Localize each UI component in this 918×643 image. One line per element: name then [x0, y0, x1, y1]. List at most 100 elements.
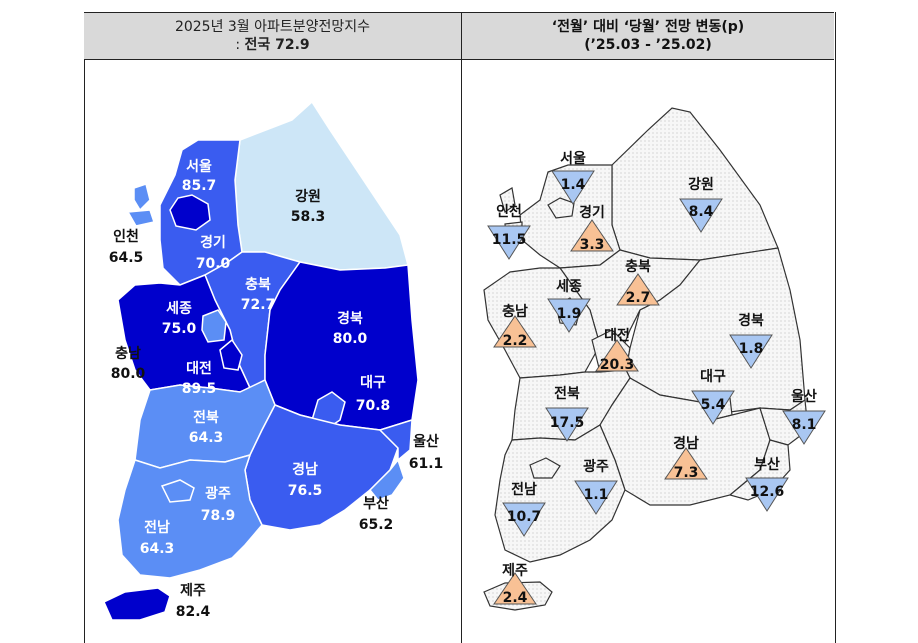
- region-ulsan: [378, 418, 413, 462]
- right-label-value-jeonbuk: 17.5: [550, 415, 585, 431]
- change-down-triangle-busan: [745, 477, 789, 512]
- right-label-name-busan: 부산: [754, 456, 780, 473]
- left-label-name-chungbuk: 충북: [245, 277, 271, 293]
- left-label-name-gyeongnam: 경남: [292, 461, 318, 478]
- change-down-triangle-daegu: [691, 390, 735, 425]
- right-label-value-sejong: 1.9: [557, 306, 582, 322]
- change-down-triangle-gangwon: [679, 198, 723, 233]
- right-label-name-gyeonggi: 경기: [579, 204, 605, 221]
- header-right-period: (’25.03 - ’25.02): [584, 37, 712, 53]
- change-up-triangle-chungbuk: [616, 273, 660, 306]
- right-label-value-chungnam: 2.2: [503, 333, 528, 349]
- left-label-value-daegu: 70.8: [356, 398, 391, 414]
- national-prefix: :: [235, 37, 245, 53]
- left-label-name-chungnam: 충남: [115, 345, 141, 362]
- right-label-name-jeju: 제주: [502, 563, 528, 579]
- left-label-name-jeonbuk: 전북: [193, 409, 219, 426]
- right-label-value-chungbuk: 2.7: [626, 290, 651, 306]
- right-labels: 서울 1.4 강원 8.4 인천 11.5 경기 3.3 충북 2.7 세종 1…: [492, 150, 817, 606]
- region-seoul: [169, 194, 211, 231]
- region-busan: [368, 458, 405, 501]
- right-label-value-ulsan: 8.1: [792, 417, 817, 433]
- table-frame: [84, 12, 836, 643]
- column-divider: [461, 12, 462, 643]
- left-label-value-chungnam: 80.0: [111, 366, 146, 382]
- right-label-name-sejong: 세종: [556, 279, 582, 295]
- left-label-name-jeju: 제주: [180, 583, 206, 599]
- right-label-name-jeonbuk: 전북: [554, 385, 580, 402]
- left-label-value-gyeonggi: 70.0: [196, 256, 231, 272]
- region-gwangju: [160, 479, 195, 503]
- left-label-value-sejong: 75.0: [162, 321, 197, 337]
- change-down-triangle-sejong: [547, 298, 591, 333]
- region-jeonnam: [117, 453, 263, 579]
- change-down-triangle-jeonbuk: [545, 407, 589, 442]
- right-label-value-seoul: 1.4: [561, 177, 586, 193]
- left-label-name-gwangju: 광주: [205, 485, 231, 502]
- region-jeju: [103, 587, 171, 621]
- left-label-value-gwangju: 78.9: [201, 508, 236, 524]
- change-up-triangle-jeju: [493, 572, 537, 605]
- left-label-value-incheon: 64.5: [109, 250, 144, 266]
- header-left-national: : 전국 72.9: [235, 36, 309, 54]
- header-left: 2025년 3월 아파트분양전망지수 : 전국 72.9: [84, 12, 461, 60]
- left-label-value-jeonbuk: 64.3: [189, 430, 224, 446]
- left-label-name-daejeon: 대전: [186, 360, 212, 377]
- right-label-name-gangwon: 강원: [688, 176, 714, 193]
- right-label-value-incheon: 11.5: [492, 232, 527, 248]
- right-label-name-gyeongnam: 경남: [673, 435, 699, 452]
- left-labels: 서울 85.7 인천 64.5 경기 70.0 강원 58.3 세종 75.0 …: [109, 158, 444, 620]
- header-right-title: ‘전월’ 대비 ‘당월’ 전망 변동(p): [551, 19, 745, 35]
- left-label-value-jeju: 82.4: [176, 604, 211, 620]
- right-label-value-gyeongbuk: 1.8: [739, 341, 764, 357]
- left-map: [103, 100, 419, 621]
- change-down-triangle-jeonnam: [502, 502, 546, 537]
- left-label-name-gangwon: 강원: [295, 188, 321, 205]
- right-label-value-gwangju: 1.1: [584, 487, 609, 503]
- right-label-name-seoul: 서울: [560, 150, 586, 167]
- right-map: [483, 107, 809, 611]
- right-region-gwangju: [529, 457, 561, 479]
- change-down-triangle-gyeongbuk: [729, 334, 773, 369]
- header-left-title: 2025년 3월 아파트분양전망지수: [174, 19, 371, 35]
- right-label-value-jeonnam: 10.7: [507, 509, 542, 525]
- right-region-seoul: [547, 197, 575, 219]
- right-label-name-gyeongbuk: 경북: [738, 312, 764, 329]
- left-label-value-gangwon: 58.3: [291, 209, 326, 225]
- right-label-name-daegu: 대구: [700, 369, 726, 385]
- change-up-triangle-daejeon: [595, 339, 639, 372]
- right-label-name-jeonnam: 전남: [511, 481, 537, 498]
- right-label-name-gwangju: 광주: [583, 458, 609, 475]
- right-markers: [487, 170, 826, 605]
- region-sejong: [201, 309, 227, 343]
- left-label-name-daegu: 대구: [360, 375, 386, 391]
- left-label-value-jeonnam: 64.3: [140, 541, 175, 557]
- left-label-name-gyeongbuk: 경북: [337, 310, 363, 327]
- right-label-value-jeju: 2.4: [503, 590, 528, 606]
- right-label-value-daegu: 5.4: [701, 397, 726, 413]
- right-label-value-daejeon: 20.3: [600, 357, 635, 373]
- right-label-name-chungbuk: 충북: [625, 259, 651, 275]
- left-label-value-busan: 65.2: [359, 517, 394, 533]
- right-label-value-gyeonggi: 3.3: [580, 237, 605, 253]
- header-right: ‘전월’ 대비 ‘당월’ 전망 변동(p) (’25.03 - ’25.02): [462, 12, 834, 60]
- right-label-name-daejeon: 대전: [604, 327, 630, 344]
- national-value: 72.9: [270, 37, 310, 53]
- left-label-value-daejeon: 89.5: [182, 381, 217, 397]
- left-label-value-gyeongnam: 76.5: [288, 483, 323, 499]
- change-down-triangle-ulsan: [782, 410, 826, 445]
- left-label-name-ulsan: 울산: [413, 433, 439, 450]
- region-gangwon: [234, 100, 409, 271]
- change-up-triangle-chungnam: [493, 315, 537, 348]
- left-label-name-sejong: 세종: [166, 301, 192, 317]
- left-label-value-chungbuk: 72.7: [241, 297, 276, 313]
- right-label-value-busan: 12.6: [750, 484, 785, 500]
- left-label-name-gyeonggi: 경기: [200, 234, 226, 251]
- change-down-triangle-seoul: [551, 170, 595, 205]
- change-up-triangle-gyeongnam: [664, 447, 708, 480]
- left-label-name-jeonnam: 전남: [144, 519, 170, 536]
- change-up-triangle-gyeonggi: [570, 219, 614, 252]
- left-label-value-gyeongbuk: 80.0: [333, 331, 368, 347]
- region-daejeon: [219, 338, 243, 371]
